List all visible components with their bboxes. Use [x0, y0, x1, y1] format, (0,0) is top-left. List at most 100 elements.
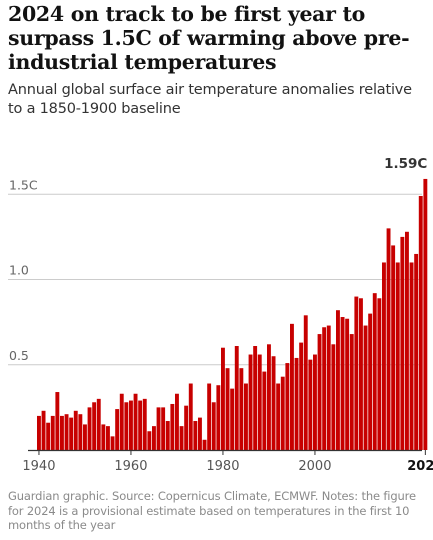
bar-1984	[239, 368, 244, 450]
bar-1995	[290, 323, 294, 450]
bar-1963	[142, 398, 147, 450]
bar-1973	[188, 383, 193, 450]
bar-2018	[395, 262, 400, 450]
x-tick-label: 2000	[298, 459, 331, 474]
bar-2010	[359, 298, 363, 450]
bar-1958	[119, 393, 124, 450]
bar-1999	[308, 359, 313, 450]
bar-1960	[129, 400, 133, 450]
bar-1988	[257, 354, 262, 450]
x-axis-ticks	[38, 450, 426, 455]
bar-1989	[262, 371, 267, 450]
x-tick-label: 1980	[206, 459, 239, 474]
bar-2000	[313, 354, 317, 450]
bar-1947	[69, 417, 74, 450]
bar-2003	[326, 325, 331, 450]
bar-1997	[299, 342, 304, 450]
bar-2009	[354, 296, 359, 450]
bar-2012	[368, 313, 373, 450]
bar-1952	[92, 402, 97, 450]
bar-1993	[280, 376, 285, 450]
bar-1962	[138, 400, 143, 450]
bar-1975	[198, 417, 202, 450]
bar-1949	[78, 414, 83, 450]
bar-1980	[221, 347, 225, 450]
bar-2005	[336, 310, 340, 450]
x-tick-label: 1960	[114, 459, 147, 474]
bar-1964	[147, 431, 152, 450]
bar-1970	[175, 393, 179, 450]
bar-2008	[349, 334, 354, 450]
bar-1968	[165, 421, 170, 450]
bar-1990	[267, 344, 271, 450]
bar-1983	[234, 346, 239, 450]
chart-subtitle: Annual global surface air temperature an…	[8, 82, 412, 117]
bar-1956	[110, 436, 115, 450]
bar-1940	[37, 415, 41, 450]
bar-1957	[115, 409, 120, 450]
bar-2015	[382, 262, 386, 450]
bar-2019	[400, 236, 405, 450]
bar-1959	[124, 402, 129, 450]
bar-1992	[276, 383, 281, 450]
bar-1978	[211, 402, 216, 450]
bar-1994	[285, 363, 290, 450]
bar-1969	[170, 403, 175, 450]
y-tick-label: 1.5C	[9, 177, 38, 192]
bar-1982	[230, 388, 235, 450]
y-tick-label: 0.5	[9, 348, 29, 363]
y-tick-label: 1.0	[9, 263, 29, 278]
bar-2001	[317, 334, 322, 450]
bar-1953	[96, 398, 101, 450]
bar-1991	[271, 356, 276, 450]
bar-1979	[216, 385, 221, 450]
bar-1998	[303, 315, 308, 450]
y-axis-labels: 0.5 1.0 1.5C	[9, 177, 38, 362]
bar-2006	[340, 317, 345, 450]
bar-1965	[152, 426, 156, 450]
bar-1943	[50, 415, 55, 450]
bar-2016	[386, 228, 391, 450]
chart-title: 2024 on track to be first year to surpas…	[8, 2, 410, 74]
bar-2020	[405, 231, 409, 450]
bar-1961	[133, 393, 138, 450]
bar-1972	[184, 405, 189, 450]
bar-1950	[83, 424, 87, 450]
bar-1986	[248, 354, 253, 450]
bar-2004	[331, 344, 336, 450]
bar-1987	[253, 346, 258, 450]
bar-1955	[106, 426, 110, 450]
bar-1945	[60, 415, 64, 450]
bar-1971	[179, 426, 184, 450]
bar-2014	[377, 298, 382, 450]
bar-2017	[391, 245, 396, 450]
bar-1944	[55, 392, 60, 450]
x-axis-labels: 1940 1960 1980 2000 2024	[22, 459, 433, 474]
bar-1948	[73, 410, 78, 450]
bar-1996	[294, 357, 299, 450]
bar-1977	[207, 383, 212, 450]
bar-1954	[101, 424, 106, 450]
bar-1966	[156, 407, 161, 450]
bar-2002	[322, 327, 327, 450]
bars	[37, 178, 428, 451]
peak-value-label: 1.59C	[384, 156, 427, 172]
bar-1974	[193, 421, 198, 450]
x-tick-label: 1940	[22, 459, 55, 474]
source-note: Guardian graphic. Source: Copernicus Cli…	[8, 489, 416, 532]
bar-1942	[46, 422, 51, 450]
bar-1951	[87, 407, 92, 450]
bar-1967	[161, 407, 166, 450]
bar-2007	[345, 318, 350, 450]
bar-2021	[409, 262, 414, 450]
bar-2011	[363, 325, 368, 450]
bar-1985	[244, 383, 248, 450]
x-tick-label: 2024	[407, 459, 433, 474]
bar-1941	[41, 410, 46, 450]
bar-1946	[64, 414, 69, 450]
bar-1981	[225, 368, 230, 450]
bar-2023	[418, 195, 423, 450]
bar-1976	[202, 439, 207, 450]
bar-2013	[372, 293, 377, 450]
